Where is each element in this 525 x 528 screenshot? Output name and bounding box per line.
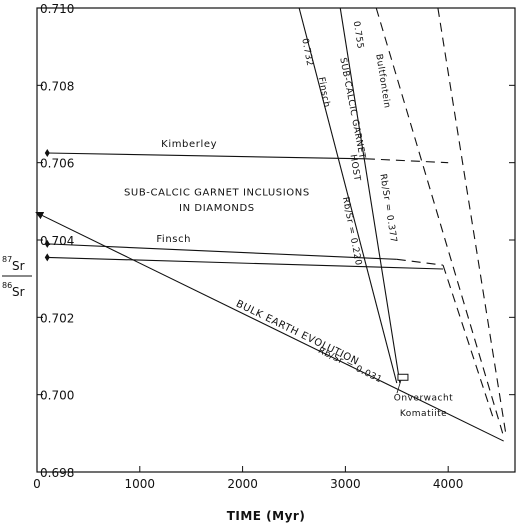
data-point-marker [44,253,50,262]
chart-annotation: Kimberley [161,139,217,150]
y-tick-label: 0.708 [40,79,74,93]
series-line [396,258,444,266]
chart-annotation: Finsch [316,76,332,108]
series-line [35,211,504,442]
chart-annotation: Finsch [156,234,191,245]
series-line [437,7,507,434]
x-tick-label: 4000 [433,477,464,491]
y-label-den-sup: 86 [2,281,12,290]
y-label-num-sup: 87 [2,255,12,264]
komatiite-box-marker [397,373,409,381]
y-tick-label: 0.706 [40,157,74,171]
data-point-marker [44,239,50,248]
chart-annotation: HOST [348,154,362,182]
y-tick-label: 0.700 [40,389,74,403]
y-axis-ticks: 0.698 0.700 0.702 0.704 0.706 0.708 0.710 [37,2,515,480]
chart-annotation: Rb/Sr = 0.377 [377,173,398,244]
y-tick-label: 0.698 [40,466,74,480]
series-line [442,264,495,422]
y-axis-title: 87 Sr 86 Sr [2,255,32,299]
chart-annotation: SUB-CALCIC GARNET [337,57,366,160]
chart-annotation: Rb/Sr = 0.220 [340,196,363,267]
data-points [44,149,409,394]
chart-annotation: Onverwacht [394,393,453,403]
y-label-num: Sr [12,259,25,273]
series-line [298,7,398,384]
y-tick-label: 0.702 [40,311,74,325]
x-tick-label: 0 [33,477,41,491]
annotations: Kimberley SUB-CALCIC GARNET INCLUSIONS IN … [124,20,453,418]
x-axis-title: TIME (Myr) [227,509,306,523]
series-line [47,152,366,160]
series-line [365,158,449,164]
x-axis-ticks: 0 1000 2000 3000 4000 [33,466,463,491]
x-tick-label: 3000 [330,477,361,491]
komatiite-leader-line [396,380,402,394]
y-tick-label: 0.704 [40,234,74,248]
x-tick-label: 1000 [125,477,156,491]
chart-annotation: Bultfontein [373,53,391,109]
y-tick-label: 0.710 [40,2,74,16]
x-tick-label: 2000 [227,477,258,491]
series-line [47,256,444,270]
chart-annotation: IN DIAMONDS [179,203,255,214]
chart-annotation: SUB-CALCIC GARNET INCLUSIONS [124,188,310,199]
series-line [47,243,397,260]
chart-annotation: 0.732 [299,38,314,68]
chart-annotation: 0.755 [351,20,365,49]
series-lines [35,7,507,442]
chart-annotation: Komatiite [400,409,447,419]
series-line [339,7,401,384]
data-point-marker [44,149,50,157]
y-label-den: Sr [12,285,25,299]
